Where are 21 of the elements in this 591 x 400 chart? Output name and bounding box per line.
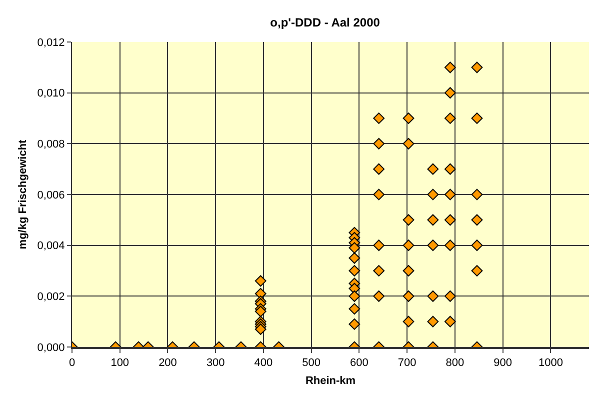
x-tick-label: 600 xyxy=(350,357,368,370)
x-tick-label: 500 xyxy=(302,357,321,370)
x-tick-label: 0 xyxy=(68,357,76,370)
y-tick-label: 0,006 xyxy=(37,189,65,202)
y-axis-title: mg/kg Frischgewicht xyxy=(16,139,29,250)
y-tick-label: 0,000 xyxy=(37,342,65,354)
x-tick-label: 800 xyxy=(446,357,464,370)
chart-title: o,p'-DDD - Aal 2000 xyxy=(270,15,380,30)
x-tick-label: 400 xyxy=(254,357,273,370)
x-tick-label: 1000 xyxy=(538,357,563,370)
x-tick-label: 200 xyxy=(158,357,177,370)
x-tick-label: 100 xyxy=(110,357,130,370)
y-tick-label: 0,008 xyxy=(37,138,65,151)
x-tick-label: 700 xyxy=(398,357,416,370)
y-tick-label: 0,004 xyxy=(37,240,65,252)
y-tick-label: 0,010 xyxy=(37,88,65,100)
y-tick-label: 0,012 xyxy=(37,36,65,49)
x-axis-title: Rhein-km xyxy=(305,374,356,387)
y-tick-label: 0,002 xyxy=(37,291,65,304)
x-tick-label: 300 xyxy=(206,357,225,370)
x-tick-label: 900 xyxy=(494,357,512,370)
